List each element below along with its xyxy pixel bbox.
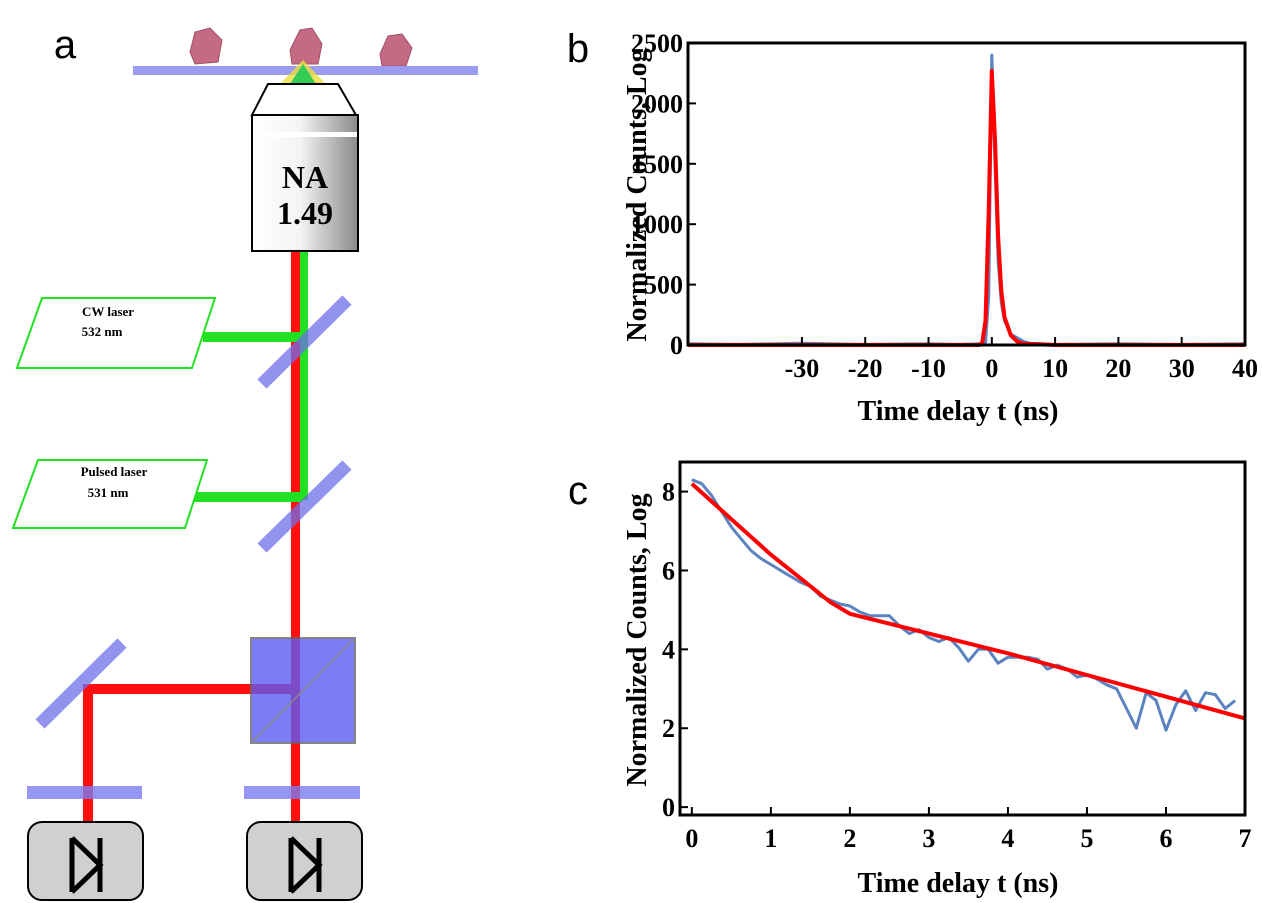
x-tick-label: 3 [922, 824, 935, 853]
detector [246, 821, 363, 901]
beam-splitter-face [252, 639, 354, 742]
plot-frame [686, 41, 1247, 347]
laser-label: CW laser [82, 304, 134, 319]
x-tick-label: 1 [764, 824, 777, 853]
x-tick-label: 7 [1239, 824, 1252, 853]
filter [27, 786, 142, 799]
x-tick-label: 30 [1169, 354, 1195, 383]
x-tick-label: 0 [985, 354, 998, 383]
green-beam [298, 250, 308, 500]
panel-label: c [568, 469, 588, 513]
laser-label: 532 nm [82, 324, 123, 339]
laser-label: 531 nm [88, 485, 129, 500]
green-beam [203, 332, 303, 342]
data-line [691, 478, 1237, 732]
x-tick-label: -10 [911, 354, 946, 383]
mirror [257, 295, 352, 389]
y-tick-label: 8 [662, 478, 675, 507]
y-tick-label: 2000 [631, 89, 683, 118]
y-tick-label: 1000 [631, 210, 683, 239]
panel-label: a [54, 23, 77, 67]
sample [289, 27, 323, 65]
x-tick-label: 4 [1001, 824, 1014, 853]
x-axis-title: Time delay t (ns) [858, 396, 1059, 427]
x-axis-title: Time delay t (ns) [858, 868, 1059, 899]
panel-label: b [567, 27, 589, 71]
green-beam [190, 492, 303, 502]
red-beam [83, 684, 93, 830]
objective-label: NA [282, 159, 328, 195]
x-tick-label: -20 [848, 354, 883, 383]
setup-diagram: a NA 1.49 CW laser 532 nm Pulsed laser 5… [11, 23, 478, 901]
y-tick-label: 0 [670, 331, 683, 360]
objective [251, 114, 359, 252]
y-tick-label: 6 [662, 556, 675, 585]
mirror [35, 638, 127, 729]
y-tick-label: 2500 [631, 29, 683, 58]
y-tick-label: 1500 [631, 150, 683, 179]
laser-box [11, 459, 209, 529]
y-tick-label: 500 [644, 271, 683, 300]
diode-symbol [69, 836, 104, 894]
detector [27, 821, 144, 901]
filter [244, 786, 360, 799]
x-tick-label: 0 [685, 824, 698, 853]
y-axis-title: Normalized Counts, Log [622, 48, 653, 341]
plot-frame [678, 460, 1247, 817]
laser-label: Pulsed laser [81, 464, 148, 479]
x-tick-label: 5 [1080, 824, 1093, 853]
laser-box [15, 297, 217, 369]
data-line [690, 482, 1246, 721]
data-line [688, 68, 1245, 347]
mirror [257, 460, 352, 553]
diode-symbol [288, 836, 323, 894]
y-tick-label: 4 [662, 635, 675, 664]
x-tick-label: 10 [1042, 354, 1068, 383]
sample [189, 27, 223, 65]
objective-label: 1.49 [277, 195, 333, 231]
y-axis-title: Normalized Counts, Log [622, 493, 653, 786]
x-tick-label: 20 [1105, 354, 1131, 383]
objective-band [253, 132, 357, 137]
x-tick-label: 2 [843, 824, 856, 853]
data-line [687, 53, 1246, 346]
x-tick-label: 40 [1232, 354, 1258, 383]
objective-tip [250, 83, 358, 116]
x-tick-label: -30 [785, 354, 820, 383]
y-tick-label: 0 [662, 793, 675, 822]
sample [379, 33, 413, 67]
red-beam [83, 684, 295, 694]
red-beam [291, 250, 300, 830]
y-tick-label: 2 [662, 714, 675, 743]
x-tick-label: 6 [1159, 824, 1172, 853]
focus-cone [290, 64, 316, 84]
